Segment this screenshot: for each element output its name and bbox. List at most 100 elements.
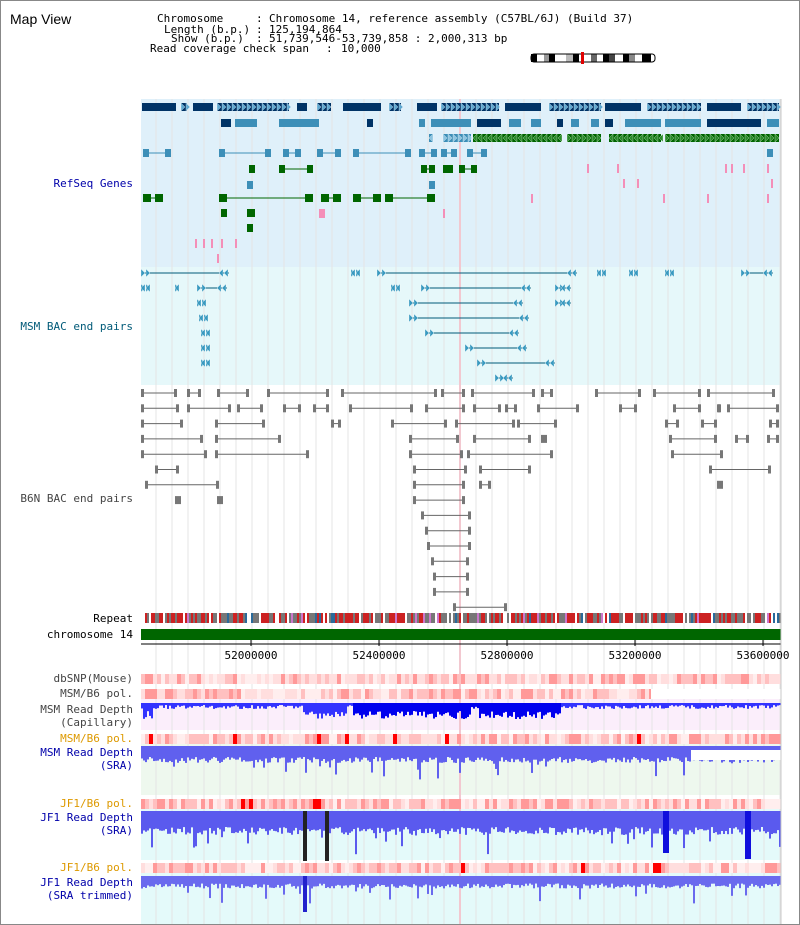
refseq-genes-label[interactable]: RefSeq Genes	[53, 177, 133, 190]
repeat-segment	[767, 613, 769, 623]
msm-pol-label-2[interactable]: MSM/B6 pol.	[60, 732, 133, 745]
msm-pol-cell	[417, 689, 421, 699]
msm-pol-cell	[517, 734, 521, 744]
ideogram-band	[635, 54, 642, 62]
jf1-trimmed-label[interactable]: JF1 Read Depth	[40, 876, 133, 889]
repeat-segment	[621, 613, 623, 623]
jf1-trim-depth-bar	[449, 876, 451, 888]
jf1-trim-depth-bar	[285, 876, 287, 885]
jf1-trim-depth-bar	[589, 876, 591, 889]
b6n-bac-end	[434, 389, 437, 397]
jf1-pol-cell	[313, 863, 317, 873]
msm-sra-depth-bar	[395, 746, 397, 760]
dbsnp-cell	[697, 674, 701, 684]
capillary-depth-bar	[689, 703, 691, 709]
refseq-exon	[451, 149, 457, 157]
jf1-pol-cell	[573, 799, 577, 809]
msm-bac-end	[205, 328, 211, 338]
jf1-sra-depth-bar	[741, 811, 743, 835]
dbsnp-cell	[149, 674, 153, 684]
repeat-segment	[339, 613, 341, 623]
jf1-trim-depth-bar	[413, 876, 415, 885]
msm-sra-depth-bar	[749, 746, 751, 750]
b6n-bac-end	[326, 389, 329, 397]
msm-sra-depth-bar	[369, 746, 371, 762]
msm-sra-depth-bar	[387, 746, 389, 760]
refseq-gene	[235, 119, 257, 127]
b6n-bac-end	[714, 419, 717, 428]
msm-sra-depth-bar	[583, 746, 585, 761]
jf1-trim-depth-bar	[323, 876, 325, 884]
repeat-segment	[549, 613, 551, 623]
jf1-pol-cell	[301, 863, 305, 873]
jf1-trim-depth-bar	[771, 876, 773, 887]
b6n-bac-end	[462, 389, 465, 397]
jf1-pol-cell	[705, 799, 709, 809]
msm-sra-depth-bar	[717, 746, 719, 750]
msm-pol-cell	[617, 689, 621, 699]
jf1-sra-depth-bar	[651, 811, 653, 848]
jf1-pol-label-1[interactable]: JF1/B6 pol.	[60, 797, 133, 810]
jf1-pol-label-2[interactable]: JF1/B6 pol.	[60, 861, 133, 874]
capillary-depth-bar	[761, 703, 763, 706]
capillary-depth-bar	[601, 703, 603, 707]
jf1-depth-sra-label[interactable]: JF1 Read Depth	[40, 811, 133, 824]
msm-sra-depth-bar	[225, 746, 227, 750]
jf1-sra-depth-bar	[259, 811, 261, 828]
msm-sra-depth-bar	[553, 746, 555, 750]
refseq-gene-arrow	[557, 133, 563, 143]
msm-sra-depth-bar	[403, 746, 405, 759]
dbsnp-label[interactable]: dbSNP(Mouse)	[53, 672, 133, 685]
jf1-trim-depth-bar	[585, 876, 587, 886]
jf1-pol-cell	[273, 863, 277, 873]
msm-sra-depth-bar	[331, 746, 333, 750]
msm-sra-depth-bar	[263, 746, 265, 750]
jf1-pol-cell	[433, 799, 437, 809]
msm-sra-depth-bar	[411, 746, 413, 750]
msm-pol-cell	[369, 734, 373, 744]
msm-pol-cell	[497, 689, 501, 699]
capillary-depth-bar	[595, 703, 597, 708]
jf1-pol-cell	[213, 863, 217, 873]
repeat-segment	[645, 613, 647, 623]
jf1-pol-cell	[297, 863, 301, 873]
msm-pol-cell	[725, 734, 729, 744]
b6n-bac-end	[175, 496, 178, 505]
refseq-gene-arrow	[686, 102, 692, 112]
msm-sra-depth-bar	[243, 746, 245, 761]
msm-pol-cell	[565, 734, 569, 744]
msm-pol-cell	[153, 689, 157, 699]
jf1-pol-cell	[753, 863, 757, 873]
msm-sra-depth-bar	[355, 746, 357, 758]
msm-pol-cell	[637, 734, 641, 744]
capillary-depth-bar	[665, 703, 667, 709]
msm-sra-depth-bar	[623, 746, 625, 750]
capillary-depth-bar	[197, 703, 199, 707]
refseq-gene-arrow	[467, 133, 473, 143]
msm-pol-label-1[interactable]: MSM/B6 pol.	[60, 687, 133, 700]
msm-sra-depth-bar	[601, 746, 603, 761]
msm-bac-label[interactable]: MSM BAC end pairs	[20, 320, 133, 333]
dbsnp-cell	[721, 674, 725, 684]
msm-pol-cell	[237, 734, 241, 744]
jf1-trim-depth-bar	[721, 876, 723, 886]
jf1-pol-cell	[769, 799, 773, 809]
jf1-trim-depth-bar	[211, 876, 213, 884]
jf1-sra-depth-bar	[159, 811, 161, 831]
refseq-exon	[155, 194, 163, 202]
b6n-bac-label[interactable]: B6N BAC end pairs	[20, 492, 133, 505]
dbsnp-cell	[409, 674, 413, 684]
jf1-sra-depth-bar	[551, 811, 553, 828]
msm-depth-capillary-label[interactable]: MSM Read Depth	[40, 703, 133, 716]
capillary-depth-bar	[453, 703, 455, 719]
jf1-trim-depth-bar	[397, 876, 399, 888]
jf1-sra-depth-bar	[719, 811, 721, 835]
msm-sra-depth-bar	[311, 746, 313, 750]
msm-depth-sra-label[interactable]: MSM Read Depth	[40, 746, 133, 759]
jf1-sra-depth-bar	[419, 811, 421, 830]
jf1-sra-depth-bar	[319, 811, 321, 830]
msm-sra-depth-bar	[265, 746, 267, 759]
jf1-trim-depth-bar	[525, 876, 527, 884]
jf1-sra-depth-bar	[645, 811, 647, 832]
repeat-segment	[637, 613, 639, 623]
